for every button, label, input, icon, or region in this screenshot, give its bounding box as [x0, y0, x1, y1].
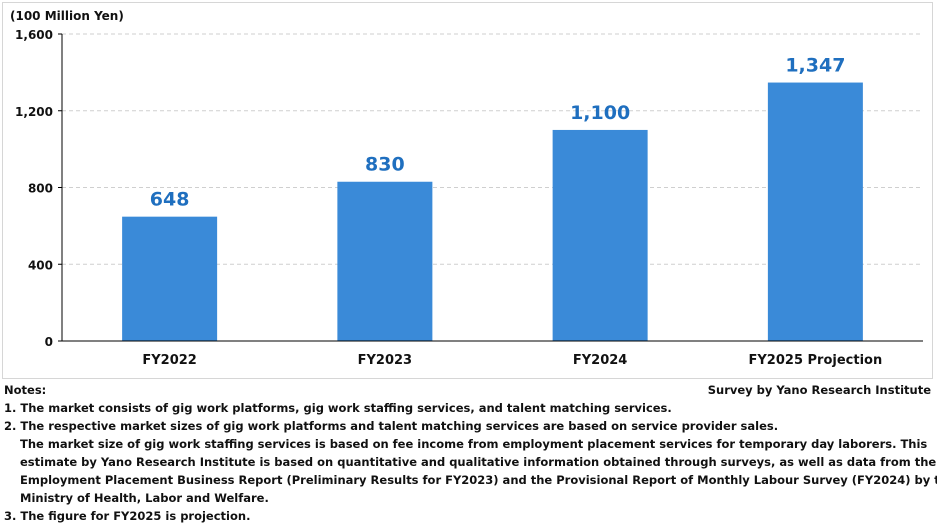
note-line: 3. The figure for FY2025 is projection. [4, 509, 251, 523]
notes-heading: Notes: [4, 383, 47, 397]
data-label: 648 [150, 189, 190, 211]
x-tick-label: FY2022 [142, 353, 196, 368]
note-line: Ministry of Health, Labor and Welfare. [20, 491, 269, 505]
bar [122, 216, 218, 341]
data-label: 830 [365, 154, 405, 176]
chart-container [2, 2, 933, 379]
note-line: estimate by Yano Research Institute is b… [20, 455, 937, 469]
bar-chart: (100 Million Yen) 648 830 1,100 1,347 0 400 8… [10, 9, 923, 368]
note-line: Employment Placement Business Report (Pr… [20, 473, 937, 487]
y-tick-label: 0 [45, 335, 53, 349]
bar [337, 181, 433, 341]
notes-section: Notes: Survey by Yano Research Institute… [4, 381, 937, 525]
x-tick-label: FY2024 [573, 353, 627, 368]
y-tick-label: 1,600 [15, 28, 53, 42]
y-tick-label: 1,200 [15, 105, 53, 119]
y-axis-label: (100 Million Yen) [10, 9, 124, 23]
bar [767, 82, 863, 341]
note-line: 1. The market consists of gig work platf… [4, 401, 672, 415]
data-label: 1,347 [785, 55, 845, 77]
note-line: 2. The respective market sizes of gig wo… [4, 419, 779, 433]
bar [552, 129, 648, 341]
x-tick-label: FY2023 [358, 353, 412, 368]
source-credit: Survey by Yano Research Institute [707, 383, 931, 397]
y-tick-label: 400 [28, 258, 53, 272]
data-label: 1,100 [570, 102, 630, 124]
x-tick-label: FY2025 Projection [749, 353, 883, 368]
y-tick-label: 800 [28, 182, 53, 196]
note-line: The market size of gig work staffing ser… [20, 437, 928, 451]
